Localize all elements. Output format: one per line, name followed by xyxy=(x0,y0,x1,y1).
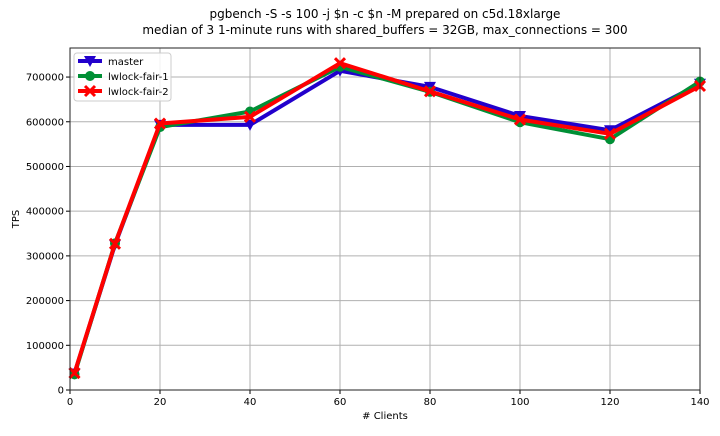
y-tick-label: 600000 xyxy=(26,117,64,128)
y-axis-label: TPS xyxy=(11,210,22,230)
data-point xyxy=(603,127,617,140)
x-tick-label: 80 xyxy=(424,397,437,408)
legend-label: lwlock-fair-1 xyxy=(108,72,169,83)
data-point xyxy=(423,85,437,98)
y-tick-label: 0 xyxy=(58,386,64,397)
series-lwlock-fair-2 xyxy=(68,57,707,380)
data-point xyxy=(84,56,96,67)
data-point xyxy=(153,117,167,130)
data-point xyxy=(83,84,97,98)
chart-subtitle: median of 3 1-minute runs with shared_bu… xyxy=(142,23,627,37)
y-tick-label: 500000 xyxy=(26,162,64,173)
x-tick-label: 40 xyxy=(244,397,257,408)
data-point xyxy=(333,57,347,70)
data-point xyxy=(68,366,81,380)
legend-label: master xyxy=(108,57,144,68)
data-point xyxy=(604,125,616,137)
x-tick-label: 60 xyxy=(334,397,347,408)
legend: master lwlock-fair-1 lwlock-fair-2 xyxy=(73,52,172,102)
plot-frame xyxy=(69,47,701,391)
series-line xyxy=(72,68,701,375)
x-tick-label: 20 xyxy=(154,397,167,408)
x-tick-label: 140 xyxy=(690,397,709,408)
chart-title: pgbench -S -s 100 -j $n -c $n -M prepare… xyxy=(210,7,561,21)
y-tick-label: 400000 xyxy=(26,207,64,218)
x-tick-label: 100 xyxy=(510,397,529,408)
data-point xyxy=(514,110,526,122)
y-tick-label: 100000 xyxy=(26,341,64,352)
y-tick-label: 700000 xyxy=(26,73,64,84)
data-point xyxy=(244,119,256,131)
data-point xyxy=(108,237,122,250)
series-line xyxy=(72,61,701,374)
series-line xyxy=(72,64,702,375)
data-point xyxy=(513,113,527,126)
y-tick-label: 300000 xyxy=(26,251,64,262)
data-point xyxy=(85,71,95,81)
data-point xyxy=(243,110,257,123)
x-tick-label: 120 xyxy=(600,397,619,408)
x-axis-label: # Clients xyxy=(362,411,408,422)
y-tick-label: 200000 xyxy=(26,296,64,307)
x-tick-label: 0 xyxy=(67,397,73,408)
legend-label: lwlock-fair-2 xyxy=(108,87,169,98)
